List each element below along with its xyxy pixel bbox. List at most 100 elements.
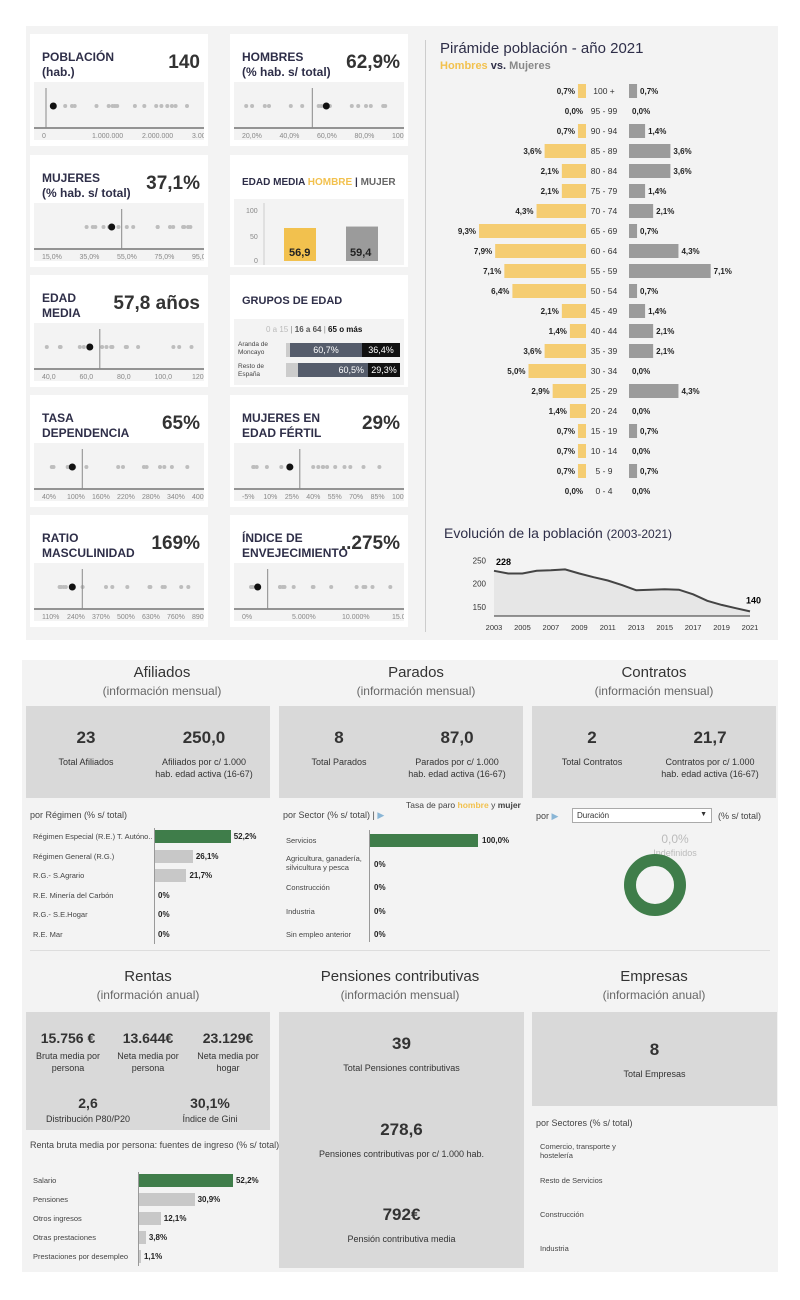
y-tick: 200 (473, 580, 487, 589)
bar-hombres (504, 264, 586, 278)
label-hombres: 2,1% (541, 187, 559, 196)
rentas-breakdown-title: Renta bruta media por persona: fuentes d… (30, 1138, 280, 1152)
axis-tick: 15,0% (42, 254, 62, 261)
play-icon[interactable]: ▶ (377, 810, 384, 820)
label-mujeres: 3,6% (673, 167, 691, 176)
label-mujeres: 2,1% (656, 207, 674, 216)
age-label: 50 - 54 (591, 286, 618, 296)
bar-hombres (562, 164, 586, 178)
age-label: 55 - 59 (591, 266, 618, 276)
bar-aranda-16-64[interactable]: 60,7% (290, 343, 362, 357)
evolution-title-text: Evolución de la población (444, 525, 603, 541)
regimen-label: Régimen Especial (R.E.) T. Autóno.. (33, 832, 153, 841)
label-mujeres: 0,0% (632, 447, 650, 456)
bar-hombres (479, 224, 586, 238)
bar-hombres (545, 144, 586, 158)
edad-media-sexo-chart: 100 50 0 56,9 59,4 (234, 199, 404, 265)
pensiones-header: Pensiones contributivas (información mens… (280, 968, 520, 1002)
renta-bar[interactable] (139, 1193, 195, 1206)
sector-bar[interactable] (370, 834, 478, 847)
bar-hombres (537, 204, 586, 218)
axis-tick: 85% (371, 494, 385, 501)
legend-65-suffix: o más (339, 325, 362, 334)
bar-espana-0-15[interactable] (286, 363, 298, 377)
age-label: 30 - 34 (591, 366, 618, 376)
legend-65-mas[interactable]: 65 (328, 325, 337, 334)
value-mujer: 59,4 (350, 247, 372, 259)
bar-mujeres (629, 244, 678, 258)
renta-label: Otras prestaciones (33, 1233, 96, 1242)
age-label: 100 + (593, 86, 615, 96)
renta-bar[interactable] (139, 1231, 146, 1244)
bar-espana-16-64[interactable]: 60,5% (298, 363, 368, 377)
axis-tick: 10% (263, 494, 277, 501)
card-edad-media-sexo: EDAD MEDIA HOMBRE | MUJER 100 50 0 56,9 … (230, 155, 408, 267)
regimen-value: 0% (158, 891, 170, 900)
axis-tick: 160% (92, 494, 110, 501)
axis-tick-0: 0 (254, 258, 258, 265)
label-mujeres: 0,7% (640, 227, 658, 236)
label-mujeres: 2,1% (656, 347, 674, 356)
card-value: 169% (151, 533, 200, 555)
bar-mujeres (629, 204, 653, 218)
axis-tick: 60,0% (317, 133, 337, 140)
tasa-paro-mujer[interactable]: mujer (498, 800, 521, 810)
renta-label: Pensiones (33, 1195, 68, 1204)
renta-bar[interactable] (139, 1174, 233, 1187)
kpi-number: 792€ (279, 1205, 524, 1225)
label-mujeres: 0,0% (632, 407, 650, 416)
card-distribution: 0%5.000%10.000%15.000% (234, 563, 404, 621)
axis-tick: -5% (242, 494, 254, 501)
tasa-paro-hombre[interactable]: hombre (458, 800, 489, 810)
axis-tick: 80,0 (117, 374, 131, 381)
bar-hombres (578, 444, 586, 458)
contratos-kpi-1: 2 Total Contratos (532, 728, 652, 768)
axis-tick: 370% (92, 614, 110, 621)
kpi-number: 23 (26, 728, 146, 748)
duracion-select[interactable]: Duración ▼ (572, 808, 712, 823)
regimen-bar[interactable] (155, 830, 231, 843)
sector-value: 100,0% (482, 836, 509, 845)
axis-tick: 60,0 (80, 374, 94, 381)
renta-label: Salario (33, 1176, 56, 1185)
label-hombres: 3,6% (523, 147, 541, 156)
legend-mujeres[interactable]: Mujeres (509, 60, 551, 72)
empresa-sector-label: Resto de Servicios (540, 1176, 603, 1185)
bar-aranda-65[interactable]: 36,4% (362, 343, 400, 357)
legend-mujer[interactable]: MUJER (361, 177, 396, 188)
kpi-number: 87,0 (389, 728, 525, 748)
bar-espana-65[interactable]: 29,3% (368, 363, 400, 377)
axis-tick: 280% (142, 494, 160, 501)
label-hombres: 1,4% (549, 327, 567, 336)
pensiones-kpi: 792€ Pensión contributiva media (279, 1205, 524, 1245)
age-label: 75 - 79 (591, 186, 618, 196)
contratos-donut[interactable] (620, 850, 690, 920)
play-icon[interactable]: ▶ (552, 811, 559, 821)
regimen-label: Régimen General (R.G.) (33, 852, 114, 861)
bar-hombres (545, 344, 586, 358)
axis-tick: 80,0% (355, 133, 375, 140)
regimen-label: R.E. Mar (33, 930, 63, 939)
renta-bar[interactable] (139, 1212, 161, 1225)
bar-hombres (578, 124, 586, 138)
edad-media-sexo-title: EDAD MEDIA (242, 177, 305, 188)
regimen-bar[interactable] (155, 850, 193, 863)
age-label: 40 - 44 (591, 326, 618, 336)
legend-hombre[interactable]: HOMBRE (308, 177, 352, 188)
legend-hombres[interactable]: Hombres (440, 60, 488, 72)
sector-value: 0% (374, 883, 386, 892)
legend-16-64[interactable]: 16 a 64 (295, 325, 322, 334)
axis-tick: 100% (392, 494, 404, 501)
parados-breakdown-text: por Sector (% s/ total) (283, 810, 370, 820)
last-label: 140 (746, 595, 761, 605)
label-hombres: 7,1% (483, 267, 501, 276)
rentas-subtitle: (información anual) (28, 988, 268, 1002)
kpi-number: 8 (279, 728, 399, 748)
card-distribution: 40,0 60,0 80,0 100,0 120,0 (34, 323, 204, 381)
legend-0-15[interactable]: 0 a 15 (266, 325, 288, 334)
parados-kpi-2: 87,0 Parados por c/ 1.000 hab. edad activ… (389, 728, 525, 780)
regimen-bar[interactable] (155, 869, 186, 882)
renta-bar[interactable] (139, 1250, 141, 1263)
axis-tick: 40% (42, 494, 56, 501)
renta-value: 30,9% (198, 1195, 221, 1204)
